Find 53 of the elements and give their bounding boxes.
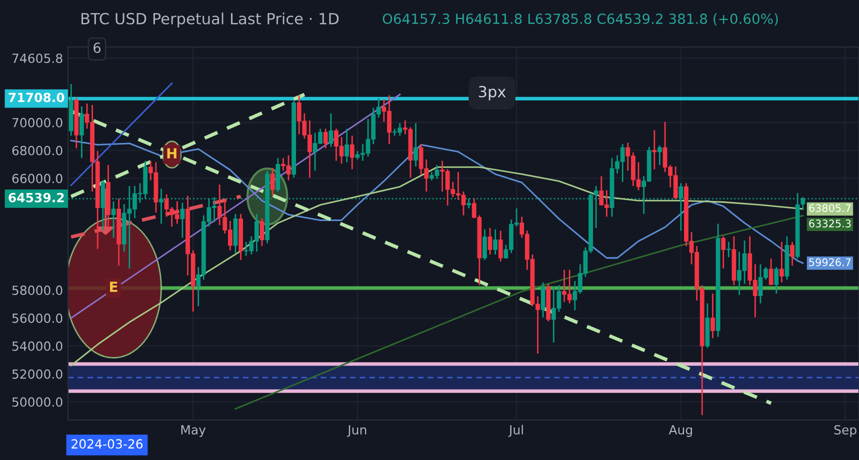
candlestick	[323, 128, 328, 148]
data-label: 63805.7	[809, 204, 851, 212]
text: 2024-03-26	[72, 439, 143, 449]
candlestick	[726, 242, 731, 258]
annotation: H	[167, 148, 176, 158]
candlestick	[111, 201, 116, 238]
candlestick	[180, 202, 185, 238]
candlestick	[344, 128, 350, 162]
x-tick-label: Jun	[347, 425, 366, 437]
candlestick	[414, 123, 418, 166]
candlestick	[79, 106, 84, 158]
y-tick-label: 68000.0	[12, 146, 62, 156]
candlestick	[721, 236, 726, 268]
candlestick	[350, 136, 354, 170]
candlestick	[774, 267, 779, 294]
annotation: 3px	[478, 86, 506, 100]
x-tick-label: Sep	[834, 425, 856, 437]
y-tick-label: 52000.0	[12, 369, 62, 379]
line-series	[70, 140, 804, 264]
annotation: E	[110, 282, 118, 292]
candlestick	[270, 168, 275, 196]
line-series	[70, 166, 804, 366]
chart-title: BTC USD Perpetual Last Price · 1D	[82, 12, 339, 28]
candlestick	[779, 242, 784, 282]
y-tick-label: 74605.8	[12, 54, 62, 64]
y-tick-label: 54000.0	[12, 341, 62, 351]
y-tick-label: 56000.0	[12, 313, 62, 323]
y-tick-label: 66000.0	[12, 174, 62, 184]
y-tick-label: 58000.0	[12, 286, 62, 296]
candlestick	[710, 294, 715, 338]
y-tick-label: 50000.0	[12, 397, 62, 407]
candlestick	[260, 218, 264, 246]
candlestick	[498, 230, 503, 262]
x-tick-label: Aug	[668, 425, 692, 437]
candlestick	[493, 229, 498, 254]
candlestick	[328, 113, 334, 147]
ref-line-label: 64539.2	[8, 192, 64, 202]
candlestick	[488, 228, 492, 254]
candlestick	[482, 229, 487, 260]
ref-line-label: 71708.0	[8, 92, 64, 102]
annotation: 6	[94, 42, 101, 54]
candlestick	[540, 282, 546, 318]
data-label: 63325.3	[809, 220, 851, 228]
candlestick	[657, 145, 662, 166]
y-tick-label: 70000.0	[12, 118, 62, 128]
line-series	[234, 214, 804, 410]
x-tick-label: Jul	[508, 424, 523, 437]
candlestick	[768, 258, 774, 286]
data-label: 59926.7	[809, 258, 851, 266]
candlestick	[790, 242, 794, 266]
candlestick	[652, 130, 657, 170]
x-tick-label: May	[181, 425, 206, 437]
chart-subtitle: O64157.3 H64611.8 L63785.8 C64539.2 381.8 (+0.60%)	[382, 13, 778, 26]
